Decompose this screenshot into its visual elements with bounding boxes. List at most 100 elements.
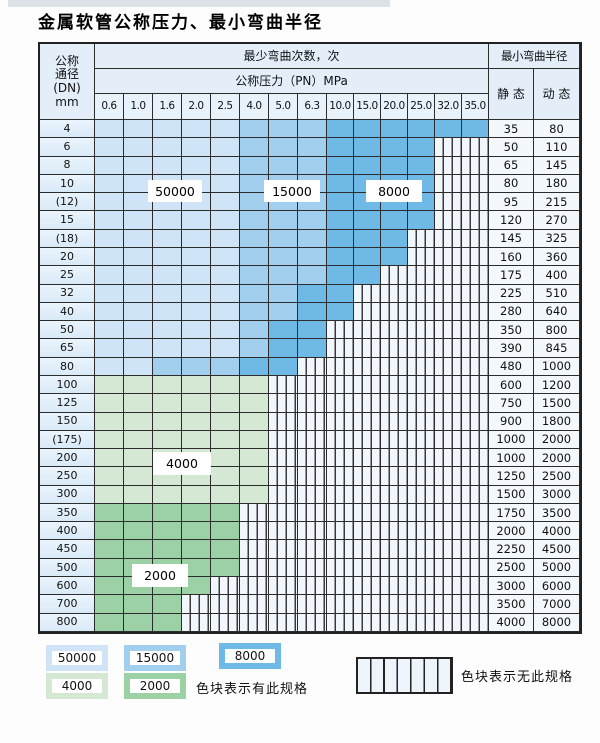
no-spec-cell <box>298 558 327 578</box>
spec-cell <box>269 138 298 157</box>
dynamic-radius-cell: 1000 <box>534 357 580 376</box>
no-spec-cell <box>269 558 298 578</box>
no-spec-cell <box>462 467 489 486</box>
spec-cell <box>240 430 269 450</box>
pressure-tick: 6.3 <box>298 94 327 120</box>
no-spec-cell <box>435 339 462 358</box>
spec-cell <box>124 467 153 486</box>
legend-box-4000: 4000 <box>46 673 108 699</box>
spec-cell <box>211 503 240 523</box>
static-radius-cell: 2250 <box>489 540 534 559</box>
spec-cell <box>95 357 124 376</box>
spec-cell <box>124 595 153 614</box>
header-bend-radius: 最小弯曲半径 <box>489 44 580 69</box>
no-spec-cell <box>408 467 435 486</box>
scan-artifact-strip <box>8 0 390 7</box>
no-spec-cell <box>462 577 489 596</box>
spec-cell <box>298 120 327 139</box>
dn-cell: 150 <box>40 412 95 431</box>
dn-cell: 6 <box>40 138 95 157</box>
spec-cell <box>153 485 182 504</box>
no-spec-cell <box>408 229 435 248</box>
no-spec-cell <box>354 613 381 632</box>
dynamic-radius-cell: 2500 <box>534 467 580 486</box>
dynamic-radius-cell: 270 <box>534 211 580 230</box>
spec-cell <box>240 375 269 395</box>
no-spec-cell <box>327 595 354 614</box>
spec-cell <box>95 302 124 322</box>
static-radius-cell: 2000 <box>489 522 534 541</box>
spec-cell <box>124 284 153 303</box>
spec-cell <box>95 467 124 486</box>
no-spec-cell <box>269 540 298 559</box>
spec-cell <box>327 302 354 322</box>
no-spec-cell <box>408 485 435 504</box>
spec-cell <box>95 266 124 285</box>
spec-cell <box>182 284 211 303</box>
pressure-tick: 5.0 <box>269 94 298 120</box>
dynamic-radius-cell: 110 <box>534 138 580 157</box>
no-spec-cell <box>435 613 462 632</box>
no-spec-cell <box>298 394 327 413</box>
dn-cell: 20 <box>40 247 95 267</box>
spec-cell <box>354 211 381 230</box>
spec-cell <box>124 485 153 504</box>
spec-cell <box>153 284 182 303</box>
no-spec-cell <box>269 522 298 541</box>
no-spec-cell <box>354 449 381 468</box>
no-spec-cell <box>408 613 435 632</box>
no-spec-cell <box>462 284 489 303</box>
no-spec-cell <box>269 430 298 450</box>
spec-cell <box>211 394 240 413</box>
spec-table: 公称 通径 (DN) mm 最少弯曲次数，次 最小弯曲半径 公称压力（PN）MP… <box>38 42 582 634</box>
spec-cell <box>240 193 269 212</box>
header-dn-line2: 通径 <box>54 67 79 82</box>
no-spec-cell <box>327 339 354 358</box>
no-spec-cell <box>269 449 298 468</box>
spec-cell <box>298 229 327 248</box>
no-spec-cell <box>435 595 462 614</box>
no-spec-cell <box>462 339 489 358</box>
no-spec-cell <box>435 247 462 267</box>
header-dn: 公称 通径 (DN) mm <box>40 44 95 120</box>
spec-cell <box>182 266 211 285</box>
static-radius-cell: 80 <box>489 174 534 194</box>
static-radius-cell: 2500 <box>489 558 534 578</box>
spec-cell <box>95 138 124 157</box>
spec-cell <box>240 211 269 230</box>
spec-cell <box>211 467 240 486</box>
spec-cell <box>211 284 240 303</box>
spec-cell <box>408 211 435 230</box>
spec-cell <box>327 247 354 267</box>
dynamic-radius-cell: 800 <box>534 321 580 340</box>
spec-cell <box>240 449 269 468</box>
no-spec-cell <box>381 613 408 632</box>
no-spec-cell <box>435 193 462 212</box>
static-radius-cell: 750 <box>489 394 534 413</box>
spec-cell <box>182 394 211 413</box>
spec-cell <box>124 211 153 230</box>
no-spec-cell <box>327 485 354 504</box>
spec-cell <box>124 412 153 431</box>
dynamic-radius-cell: 180 <box>534 174 580 194</box>
no-spec-cell <box>435 449 462 468</box>
spec-cell <box>269 266 298 285</box>
no-spec-cell <box>327 449 354 468</box>
no-spec-cell <box>462 613 489 632</box>
no-spec-cell <box>408 247 435 267</box>
no-spec-cell <box>240 522 269 541</box>
dn-cell: 65 <box>40 339 95 358</box>
spec-cell <box>182 138 211 157</box>
no-spec-cell <box>354 357 381 376</box>
spec-cell <box>211 375 240 395</box>
zone-label-8000: 8000 <box>366 180 422 202</box>
dn-cell: 32 <box>40 284 95 303</box>
no-spec-cell <box>408 284 435 303</box>
zone-label-2000: 2000 <box>132 564 188 587</box>
dn-cell: 25 <box>40 266 95 285</box>
spec-cell <box>124 174 153 194</box>
spec-cell <box>211 156 240 175</box>
spec-cell <box>153 339 182 358</box>
no-spec-cell <box>269 613 298 632</box>
dn-cell: 15 <box>40 211 95 230</box>
